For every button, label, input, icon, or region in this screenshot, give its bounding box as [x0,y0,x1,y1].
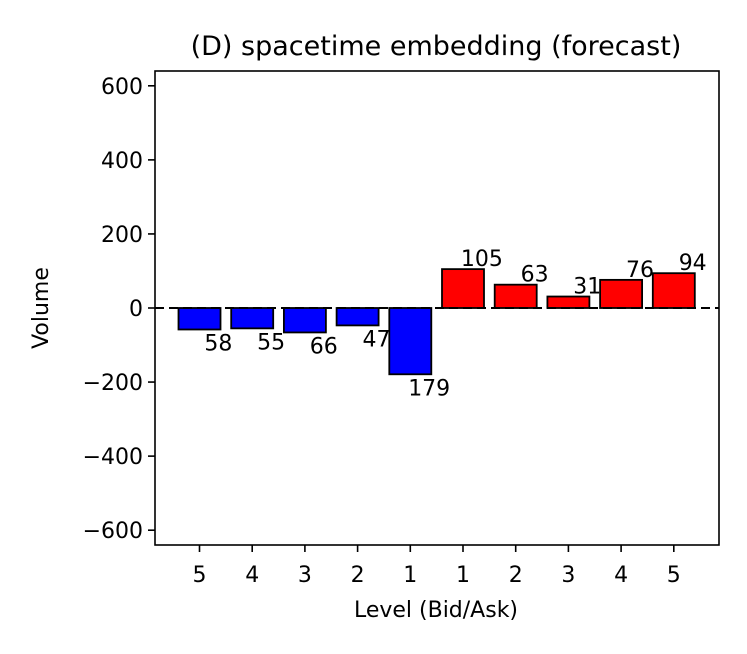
bar-bid-level-3 [282,307,327,334]
y-tick-label: 200 [101,223,143,248]
data-labels-layer: 58 55 66 47 179 105 63 31 76 94 [204,247,706,401]
y-tick-label: −600 [83,519,143,544]
bar-bid-level-5 [177,307,222,331]
x-tick-label: 1 [456,563,470,588]
bar-bid-level-1 [388,307,433,376]
bars-layer [177,268,696,376]
x-tick-label: 5 [193,563,207,588]
x-tick-label: 2 [509,563,523,588]
data-label: 55 [257,330,285,355]
y-tick-label: 400 [101,149,143,174]
chart-title: (D) spacetime embedding (forecast) [191,31,682,62]
x-axis: 5 4 3 2 1 1 2 3 4 5 [193,545,681,588]
data-label: 76 [626,258,654,283]
data-label: 94 [679,251,707,276]
bar-bid-level-2 [335,307,380,327]
data-label: 179 [408,376,450,401]
bar-ask-level-5 [651,272,696,309]
data-label: 58 [204,331,232,356]
y-tick-label: −400 [83,445,143,470]
x-tick-label: 5 [667,563,681,588]
bar-ask-level-2 [493,283,538,309]
x-axis-label: Level (Bid/Ask) [354,598,518,623]
x-tick-label: 3 [298,563,312,588]
data-label: 105 [461,247,503,272]
x-tick-label: 4 [245,563,259,588]
bar-ask-level-1 [441,268,485,309]
y-axis: −600 −400 −200 0 200 400 600 [83,75,155,544]
data-label: 31 [573,275,601,300]
data-label: 66 [310,334,338,359]
x-tick-label: 1 [403,563,417,588]
x-tick-label: 2 [351,563,365,588]
bar-bid-level-4 [230,307,275,330]
bar-ask-level-4 [599,278,643,309]
y-tick-label: 0 [129,297,143,322]
data-label: 47 [363,327,391,352]
x-tick-label: 4 [614,563,628,588]
y-tick-label: 600 [101,75,143,100]
data-label: 63 [521,263,549,288]
y-axis-label: Volume [29,267,54,349]
y-tick-label: −200 [83,371,143,396]
x-tick-label: 3 [561,563,575,588]
